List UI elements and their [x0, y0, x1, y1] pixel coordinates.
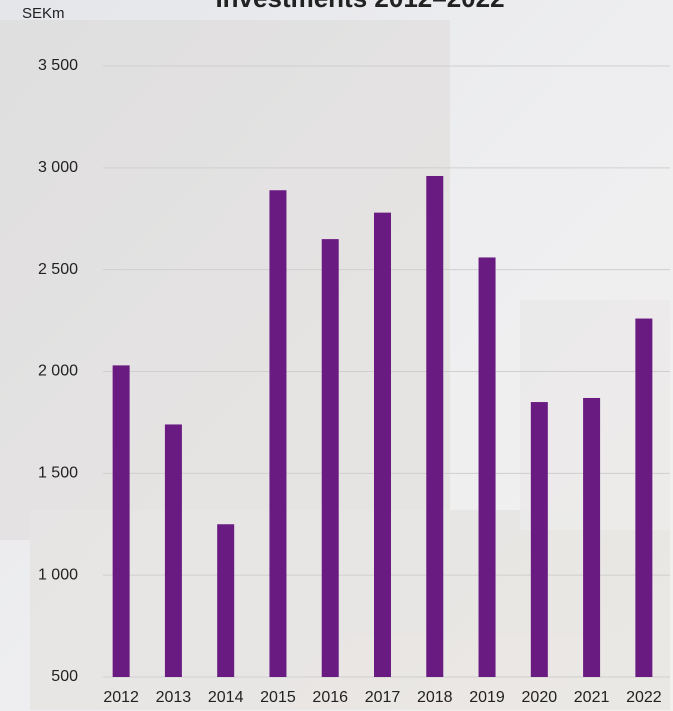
- bar: [112, 365, 130, 677]
- x-tick-label: 2012: [103, 689, 139, 706]
- y-tick-label: 1 000: [38, 566, 78, 583]
- bar: [321, 239, 339, 677]
- y-tick-label: 2 000: [38, 363, 78, 380]
- x-tick-label: 2020: [522, 689, 558, 706]
- y-tick-label: 2 500: [38, 261, 78, 278]
- y-tick-label: 1 500: [38, 465, 78, 482]
- x-tick-label: 2018: [417, 689, 453, 706]
- x-tick-label: 2019: [469, 689, 505, 706]
- bar: [164, 424, 182, 677]
- chart-title: Investments 2012–2022: [215, 0, 504, 13]
- x-tick-label: 2014: [208, 689, 244, 706]
- x-tick-label: 2022: [626, 689, 662, 706]
- bar: [426, 175, 444, 678]
- y-tick-label: 500: [51, 668, 78, 685]
- x-tick-label: 2015: [260, 689, 296, 706]
- x-tick-label: 2017: [365, 689, 401, 706]
- x-tick-label: 2021: [574, 689, 610, 706]
- y-axis-label: SEKm: [22, 5, 65, 22]
- bar: [217, 524, 235, 677]
- bar: [478, 257, 496, 677]
- x-tick-label: 2016: [312, 689, 348, 706]
- bar: [583, 397, 601, 677]
- bar: [635, 318, 653, 677]
- y-tick-label: 3 500: [38, 57, 78, 74]
- bar: [374, 212, 391, 677]
- x-tick-label: 2013: [156, 689, 192, 706]
- y-tick-label: 3 000: [38, 159, 78, 176]
- bar: [269, 190, 287, 677]
- bar: [530, 402, 548, 677]
